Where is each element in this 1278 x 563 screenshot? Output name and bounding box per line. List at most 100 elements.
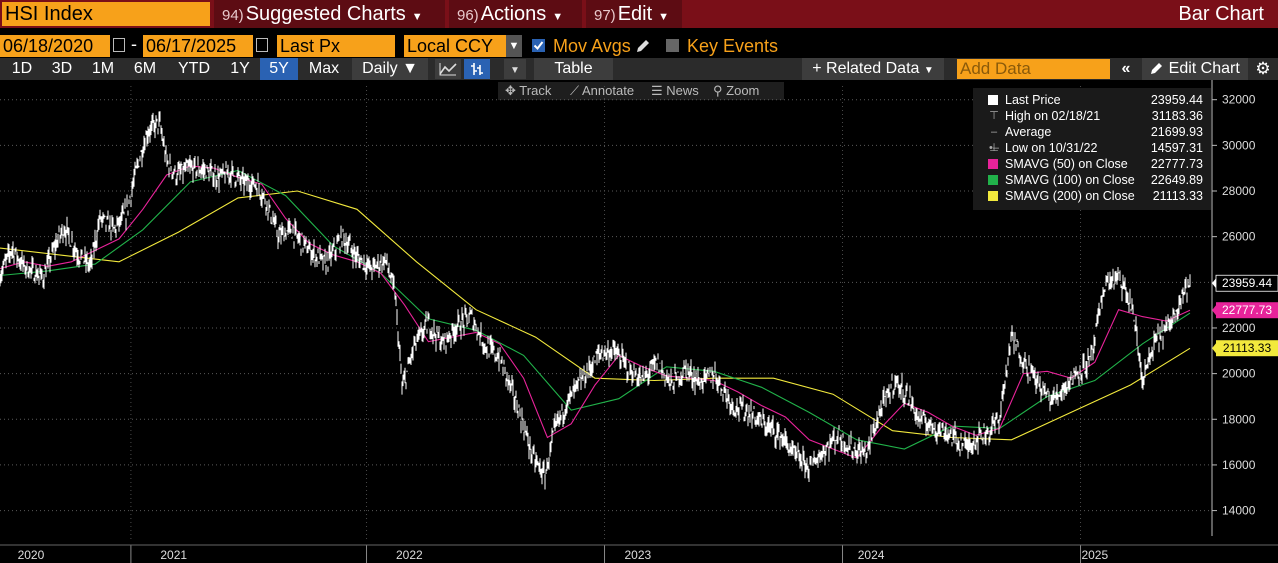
menu-label: Suggested Charts: [245, 3, 406, 25]
magnifier-icon: ⚲: [713, 83, 723, 98]
edit-chart-label: Edit Chart: [1168, 60, 1240, 77]
chart-style-dropdown[interactable]: ▼: [504, 59, 526, 79]
x-tick-label: 2020: [18, 548, 45, 562]
mov-avgs-checkbox[interactable]: [532, 39, 545, 52]
price-label-bg: [1216, 340, 1278, 357]
chart-type-title: Bar Chart: [1178, 3, 1264, 25]
legend-label: SMAVG (50) on Close: [1005, 157, 1128, 171]
legend-value: 21699.93: [1150, 125, 1203, 139]
legend-swatch: [988, 191, 998, 201]
legend-row: –•– Average 21699.93: [973, 124, 1211, 154]
calendar-icon[interactable]: [113, 38, 125, 52]
end-date-input[interactable]: 06/17/2025: [143, 35, 253, 57]
suggested-charts-menu[interactable]: 94) Suggested Charts ▼: [214, 0, 445, 28]
add-data-input[interactable]: Add Data: [957, 59, 1110, 79]
legend-label: High on 02/18/21: [1005, 109, 1101, 123]
x-tick-label: 2023: [624, 548, 651, 562]
period-1y[interactable]: 1Y: [230, 60, 250, 77]
caret-down-icon: ▼: [923, 65, 934, 76]
series-smavg-200-: [0, 190, 1191, 441]
track-tool[interactable]: ✥ Track: [505, 82, 551, 100]
series-lines: [0, 111, 1191, 490]
caret-down-icon: ▼: [552, 11, 564, 23]
chart-subtoolbar: [498, 82, 784, 100]
related-data-button[interactable]: + Related Data ▼: [802, 58, 944, 80]
currency-dropdown-icon[interactable]: ▼: [506, 35, 522, 57]
bar-chart-icon[interactable]: [464, 59, 490, 79]
related-data-label: Related Data: [826, 60, 920, 77]
pencil-icon[interactable]: [634, 37, 652, 55]
edit-menu[interactable]: 97) Edit ▼: [586, 0, 682, 28]
frequency-label: Daily: [362, 60, 398, 77]
start-date-input[interactable]: 06/18/2020: [0, 35, 110, 57]
legend-label: Low on 10/31/22: [1005, 141, 1098, 155]
annotate-icon: ⟋: [570, 83, 580, 98]
collapse-icon[interactable]: «: [1121, 60, 1131, 77]
ticker-input[interactable]: HSI Index: [2, 2, 210, 26]
period-6m[interactable]: 6M: [133, 60, 157, 77]
frequency-select[interactable]: Daily ▼: [352, 58, 428, 80]
period-ytd[interactable]: YTD: [178, 60, 210, 77]
period-5y[interactable]: 5Y: [260, 58, 298, 80]
price-chart[interactable]: 1400016000180002000022000240002600028000…: [0, 80, 1278, 563]
key-events-checkbox[interactable]: [666, 39, 679, 52]
zoom-label: Zoom: [726, 83, 760, 98]
check-icon: [533, 41, 544, 51]
legend-row: SMAVG (100) on Close 22649.89: [973, 172, 1211, 188]
legend-row: ⊥ Low on 10/31/22 14597.31: [973, 140, 1211, 156]
legend-value: 31183.36: [1151, 109, 1203, 123]
menu-number: 96): [457, 7, 479, 24]
menu-label: Edit: [617, 3, 653, 25]
legend-label: Last Price: [1005, 93, 1061, 107]
legend-row: ⊤ High on 02/18/21 31183.36: [973, 108, 1211, 124]
period-1m[interactable]: 1M: [91, 60, 115, 77]
legend-value: 23959.44: [1150, 93, 1203, 107]
line-chart-icon[interactable]: [435, 59, 461, 79]
period-1d[interactable]: 1D: [11, 60, 33, 77]
legend-row: SMAVG (200) on Close 21113.33: [973, 188, 1211, 204]
legend-row: Last Price 23959.44: [973, 92, 1211, 108]
price-label-bg: [1216, 302, 1278, 319]
key-events-label[interactable]: Key Events: [687, 36, 779, 56]
zoom-tool[interactable]: ⚲ Zoom: [713, 82, 759, 100]
legend-value: 22649.89: [1150, 173, 1203, 187]
currency-select[interactable]: Local CCY: [404, 35, 506, 57]
gear-icon[interactable]: ⚙: [1255, 59, 1271, 78]
legend-swatch: [988, 95, 998, 105]
field-select[interactable]: Last Px: [277, 35, 395, 57]
series-smavg-100-: [0, 169, 1191, 450]
caret-down-icon: ▼: [658, 11, 670, 23]
legend-label: Average: [1005, 125, 1052, 139]
price-label-pointer: [1212, 305, 1216, 316]
period-max[interactable]: Max: [308, 60, 340, 77]
mov-avgs-label[interactable]: Mov Avgs: [553, 36, 631, 56]
high-marker-icon: ⊤: [989, 110, 999, 122]
actions-menu[interactable]: 96) Actions ▼: [449, 0, 582, 28]
series-last-price: [0, 111, 1191, 490]
y-tick-label: 28000: [1222, 184, 1256, 198]
period-3d[interactable]: 3D: [51, 60, 73, 77]
annotate-label: Annotate: [582, 83, 635, 98]
calendar-icon[interactable]: [256, 38, 268, 52]
low-marker-icon: ⊥: [989, 142, 999, 154]
table-button[interactable]: Table: [534, 58, 613, 80]
line-glyph: [439, 63, 457, 76]
menu-number: 94): [222, 7, 244, 24]
y-tick-label: 18000: [1222, 412, 1256, 426]
legend-value: 22777.73: [1150, 157, 1203, 171]
plus-icon: +: [812, 60, 822, 77]
news-tool[interactable]: ☰ News: [651, 82, 699, 100]
price-label: 22777.73: [1222, 303, 1272, 317]
x-tick-label: 2024: [858, 548, 885, 562]
y-axis: 1400016000180002000022000240002600028000…: [1211, 80, 1278, 536]
date-separator: -: [131, 34, 137, 54]
pencil-icon: [1151, 63, 1163, 74]
price-label: 23959.44: [1222, 276, 1272, 290]
x-tick-label: 2021: [160, 548, 187, 562]
y-tick-label: 32000: [1222, 93, 1256, 107]
caret-down-icon: ▼: [510, 65, 520, 76]
news-label: News: [666, 83, 699, 98]
annotate-tool[interactable]: ⟋ Annotate: [570, 82, 634, 100]
edit-chart-button[interactable]: Edit Chart: [1142, 58, 1248, 80]
caret-down-icon: ▼: [402, 60, 418, 77]
